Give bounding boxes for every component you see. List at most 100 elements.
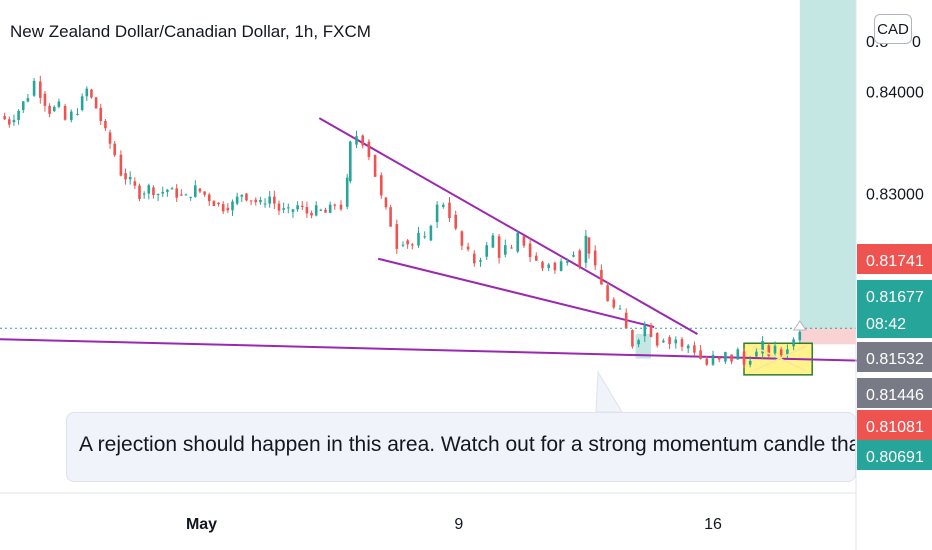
price-badge — [857, 280, 932, 338]
focus-diagonal-2 — [752, 345, 807, 372]
annotation-callout[interactable]: A rejection should happen in this area. … — [66, 412, 856, 482]
price-badge — [857, 410, 932, 440]
candle-body — [553, 262, 557, 271]
candle-body — [367, 141, 371, 158]
candle-body — [147, 185, 151, 194]
candle-body — [277, 203, 281, 211]
x-tick-label: 16 — [704, 516, 722, 533]
candle-body — [263, 203, 267, 205]
price-axis[interactable]: 0.840000.830000.800.817410.8167708:420.8… — [857, 34, 932, 470]
candle-body — [80, 96, 84, 111]
price-badge-countdown: 08:42 — [866, 316, 906, 333]
candle-body — [249, 200, 253, 202]
x-tick-label: May — [186, 516, 217, 533]
candle-body — [572, 255, 575, 257]
candle-body — [166, 189, 169, 192]
candle-body — [287, 207, 290, 209]
candle-body — [161, 191, 165, 194]
candle-body — [17, 110, 20, 120]
candle-body — [606, 285, 609, 302]
candle-body — [395, 224, 399, 249]
candle-body — [175, 188, 178, 198]
candle-body — [528, 243, 532, 258]
candle-body — [736, 349, 740, 360]
y-tick-label-partial-suffix: 0 — [912, 34, 921, 51]
candle-body — [773, 345, 777, 354]
candle-body — [566, 261, 569, 263]
candle-body — [108, 132, 112, 144]
candle-body — [207, 194, 211, 202]
candle-body — [380, 175, 383, 196]
candle-body — [798, 331, 802, 341]
candle-body — [435, 204, 439, 223]
candle-body — [541, 261, 544, 269]
x-tick-label: 9 — [454, 516, 463, 533]
candle-body — [373, 154, 377, 177]
candle-body — [442, 204, 445, 207]
candle-body — [454, 214, 457, 229]
target-arrow-icon — [792, 320, 807, 331]
candle-body — [305, 207, 309, 214]
candle-body — [133, 181, 137, 186]
candle-body — [389, 207, 392, 227]
candle-body — [497, 236, 501, 258]
candle-body — [406, 240, 409, 245]
candle-body — [361, 135, 364, 146]
candle-body — [485, 245, 488, 257]
candle-body — [70, 111, 73, 121]
candle-body — [578, 250, 581, 267]
candle-body — [423, 236, 426, 238]
candle-body — [328, 204, 332, 213]
candle-body — [779, 349, 783, 356]
candle-body — [254, 199, 258, 203]
currency-badge[interactable]: CAD — [874, 14, 912, 44]
candle-body — [48, 105, 51, 114]
candle-body — [767, 345, 771, 356]
candle-body — [217, 202, 220, 205]
candle-body — [631, 330, 634, 347]
candle-body — [180, 194, 183, 196]
candle-body — [152, 187, 155, 195]
candle-body — [113, 143, 116, 156]
candle-body — [138, 185, 141, 199]
candle-body — [324, 209, 327, 213]
candle-body — [655, 333, 659, 346]
candle-body — [189, 196, 192, 198]
candle-body — [699, 350, 702, 359]
candle-body — [730, 354, 733, 362]
candle-body — [637, 340, 640, 345]
candle-body — [52, 106, 56, 112]
candle-body — [618, 308, 622, 310]
candle-body — [296, 205, 299, 210]
candle-body — [63, 105, 67, 120]
candle-body — [547, 264, 550, 268]
price-badge-value: 0.81081 — [866, 419, 924, 436]
candle-body — [235, 196, 239, 204]
candle-body — [124, 173, 127, 180]
candle-body — [32, 80, 36, 96]
candle-body — [593, 250, 597, 266]
time-axis[interactable]: May 9 16 — [186, 516, 722, 533]
trendlines-layer — [0, 117, 932, 364]
trendline-2 — [318, 117, 698, 335]
candle-body — [21, 101, 25, 111]
y-tick-label: 0.84000 — [866, 85, 924, 102]
candle-body — [333, 204, 337, 206]
candle-body — [742, 351, 746, 365]
candle-body — [245, 193, 248, 201]
candle-body — [522, 236, 526, 246]
candle-body — [57, 101, 61, 107]
candle-body — [319, 209, 323, 211]
candle-body — [39, 81, 42, 98]
candle-body — [314, 205, 318, 216]
candle-body — [349, 141, 352, 182]
candle-body — [792, 339, 795, 347]
candle-body — [3, 116, 6, 120]
candle-body — [643, 324, 647, 337]
candle-body — [221, 204, 225, 212]
candle-body — [429, 225, 433, 241]
price-badge-value: 0.80691 — [866, 449, 924, 466]
candle-body — [516, 232, 519, 252]
candle-body — [268, 196, 271, 204]
annotation-text: A rejection should happen in this area. … — [79, 433, 856, 456]
